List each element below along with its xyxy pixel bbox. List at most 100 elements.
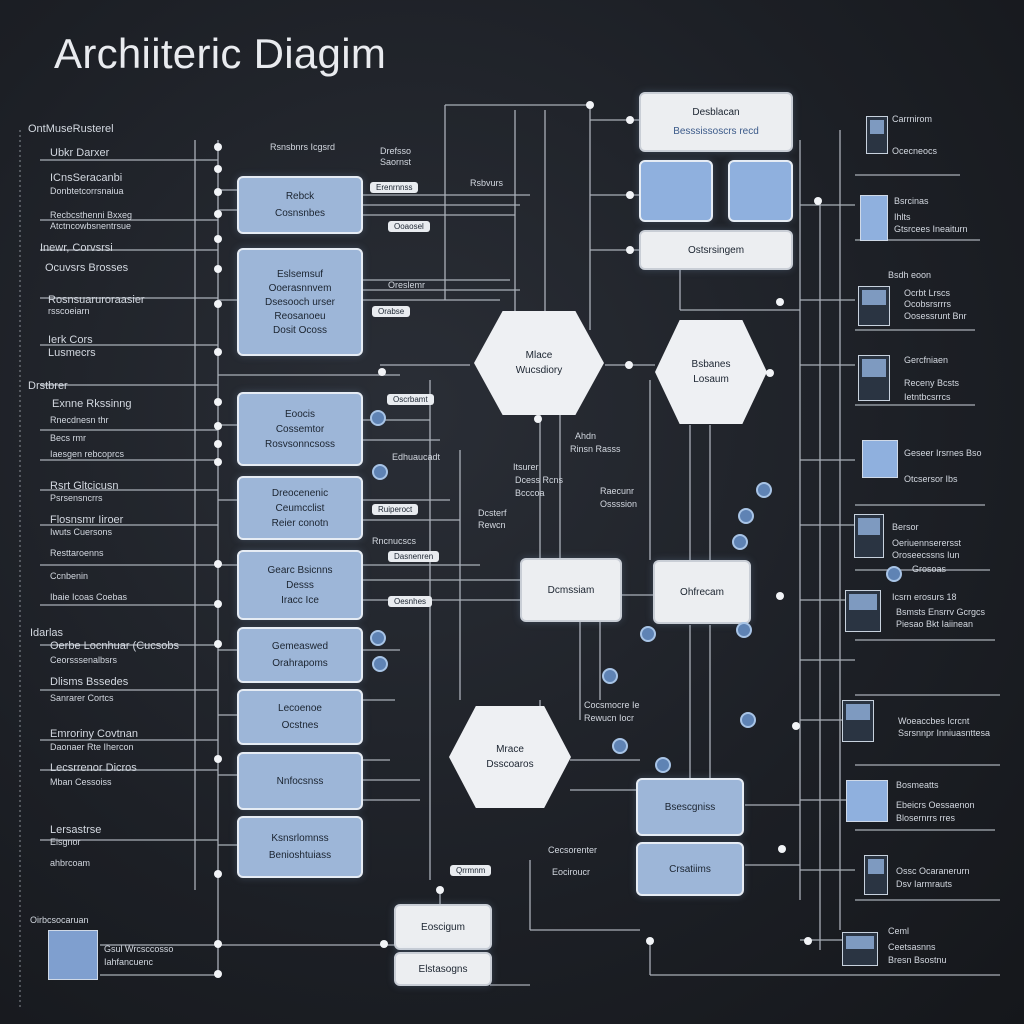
connector-dot (214, 560, 222, 568)
node-label: Reosanoeu (274, 310, 326, 322)
right-label: Grosoas (912, 564, 947, 574)
left-label: Rsrt Gltcicusn (50, 480, 119, 492)
left-label: ahbrcoam (50, 858, 91, 868)
column-node[interactable]: Eslsemsuf Ooerasnnvem Dsesooch urser Reo… (237, 248, 363, 356)
header-box[interactable]: Desblacan Besssissoscrs recd (639, 92, 793, 152)
left-label: rsscoeiarn (48, 306, 90, 316)
connector-dot (534, 415, 542, 423)
node-label: Eoocis (284, 408, 315, 420)
node-label: Ooerasnnvem (268, 282, 332, 294)
left-label: Psrsensncrrs (50, 493, 103, 503)
right-label: Ceetsasnns (888, 942, 936, 952)
right-label: Bresn Bsostnu (888, 955, 947, 965)
header-box[interactable]: Ostsrsingem (639, 230, 793, 270)
header-label: Cocsmocre Ie (584, 700, 640, 710)
connector-dot (214, 970, 222, 978)
center-node[interactable]: Bsescgniss (636, 778, 744, 836)
bottom-node[interactable]: Eoscigum (394, 904, 492, 950)
header-label: Rncnucscs (372, 536, 417, 546)
left-label: Ibaie Icoas Coebas (50, 592, 128, 602)
connector-dot (778, 845, 786, 853)
left-label: Lusmecrs (48, 347, 96, 359)
gear-icon (732, 534, 748, 550)
right-label: Blosernrrs rres (896, 813, 956, 823)
connector-dot (214, 398, 222, 406)
left-label: Sanrarer Cortcs (50, 693, 114, 703)
node-label: Mrace (496, 744, 524, 755)
node-label: Nnfocsnss (276, 775, 324, 787)
left-label: Recbcsthenni Bxxeg (50, 210, 133, 220)
hexagon-node[interactable]: Mlace Wucsdiory (474, 311, 604, 415)
left-label: OntMuseRusterel (28, 123, 114, 135)
connector-dot (626, 116, 634, 124)
connector-pill: Oscrbamt (387, 394, 434, 405)
right-label: Bsdh eoon (888, 270, 932, 280)
connector-dot (214, 235, 222, 243)
column-node[interactable]: Lecoenoe Ocstnes (237, 689, 363, 745)
node-label: Besssissoscrs recd (673, 126, 759, 137)
left-label: Atctncowbsnentrsue (50, 221, 132, 231)
node-label: Ohfrecam (680, 586, 724, 598)
column-node[interactable]: Nnfocsnss (237, 752, 363, 810)
storage-icon (846, 780, 888, 822)
left-label: Donbtetcorrsnaiua (50, 186, 124, 196)
center-node[interactable]: Crsatiims (636, 842, 744, 896)
node-label: Cossemtor (275, 423, 325, 435)
left-label: ICnsSeracanbi (50, 172, 123, 184)
header-label: Ossssion (600, 499, 638, 509)
header-label: Bcccoa (515, 488, 545, 498)
hexagon-node[interactable]: Bsbanes Losaum (655, 320, 767, 424)
left-label: Dlisms Bssedes (50, 676, 129, 688)
diagram-title: Archiiteric Diagim (54, 30, 387, 77)
node-label: Bsbanes (691, 359, 731, 370)
gear-icon (370, 630, 386, 646)
connector-dot (436, 886, 444, 894)
computer-icon (845, 590, 881, 632)
node-label: Eoscigum (421, 921, 465, 933)
right-label: Gtsrcees Ineaiturn (894, 224, 968, 234)
hexagon-node[interactable]: Mrace Dsscoaros (449, 706, 571, 808)
connector-pill: Ooaosel (388, 221, 430, 232)
right-label: Oosessrunt Bnr (904, 311, 967, 321)
column-node[interactable]: Ksnsrlomnss Benioshtuiass (237, 816, 363, 878)
left-label: Gsul Wrcsccosso (104, 944, 174, 954)
column-node[interactable]: Gemeaswed Orahrapoms (237, 627, 363, 683)
header-label: Rsbvurs (470, 178, 504, 188)
left-label: Flosnsmr Iiroer (50, 514, 124, 526)
center-node[interactable]: Dcmssiam (520, 558, 622, 622)
node-label: Gemeaswed (271, 641, 329, 652)
column-node[interactable]: Eoocis Cossemtor Rosvsonncsoss (237, 392, 363, 466)
node-label: Ksnsrlomnss (271, 833, 329, 844)
left-label: Emroriny Covtnan (50, 728, 139, 740)
column-node[interactable]: Rebck Cosnsnbes (237, 176, 363, 234)
server-icon (858, 355, 890, 401)
right-label: Ihlts (894, 212, 911, 222)
left-label: Resttaroenns (50, 548, 104, 558)
gear-icon (886, 566, 902, 582)
right-label: Otcsersor Ibs (904, 474, 958, 484)
node-label: Ocstnes (281, 720, 319, 731)
connector-dot (214, 165, 222, 173)
connector-dot (646, 937, 654, 945)
node-label: Elstasogns (418, 963, 468, 975)
right-label: Receny Bcsts (904, 378, 960, 388)
server-icon (866, 116, 888, 154)
bottom-node[interactable]: Elstasogns (394, 952, 492, 986)
router-icon (842, 932, 878, 966)
right-label: Carrnirom (892, 114, 933, 124)
gear-icon (612, 738, 628, 754)
header-label: Raecunr (600, 486, 635, 496)
column-node[interactable]: Dreocenenic Ceumcclist Reier conotn (237, 476, 363, 540)
left-label: Ierk Cors (48, 334, 93, 346)
block-node[interactable] (639, 160, 713, 222)
connector-dot (214, 300, 222, 308)
left-label: Oerbe Locnhuar (Cucsobs (50, 640, 180, 652)
center-node[interactable]: Ohfrecam (653, 560, 751, 624)
left-label: Lecsrrenor Dicros (50, 762, 137, 774)
block-node[interactable] (728, 160, 793, 222)
column-node[interactable]: Gearc Bsicnns Desss Iracc Ice (237, 550, 363, 620)
database-icon (48, 930, 98, 980)
left-label: Iahfancuenc (104, 957, 154, 967)
right-label: Ocecneocs (892, 146, 938, 156)
